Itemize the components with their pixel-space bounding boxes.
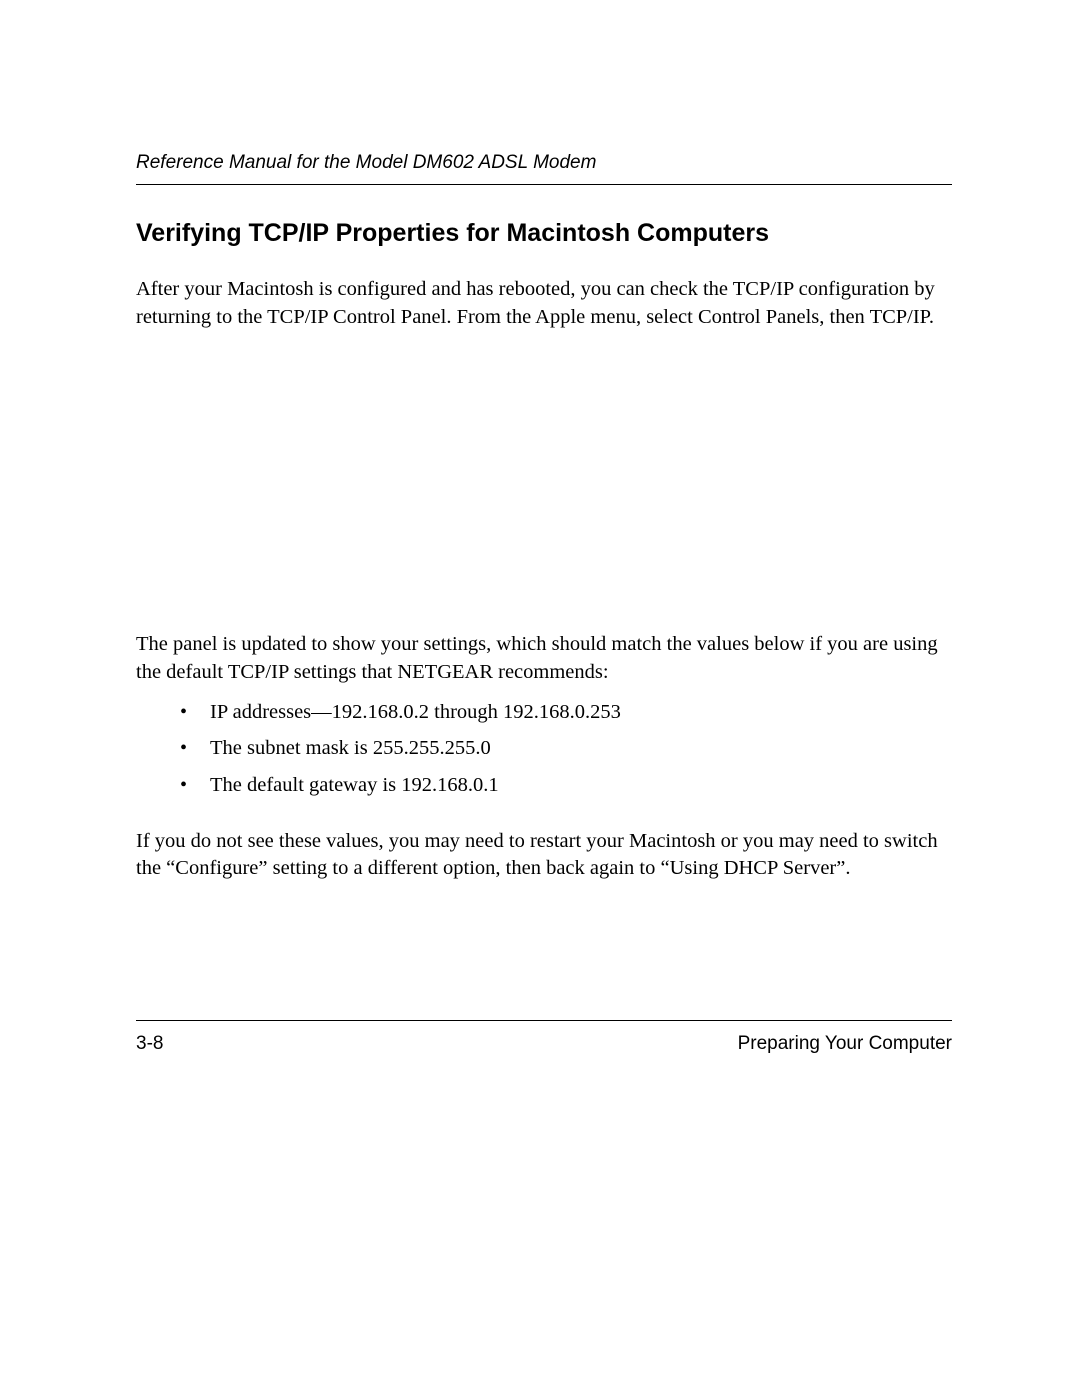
troubleshoot-paragraph: If you do not see these values, you may … <box>136 828 952 883</box>
settings-bullet-list: IP addresses—192.168.0.2 through 192.168… <box>136 699 952 800</box>
page-content-area: Reference Manual for the Model DM602 ADS… <box>136 152 952 1397</box>
list-item: The subnet mask is 255.255.255.0 <box>136 735 952 763</box>
page-footer: 3-8 Preparing Your Computer <box>136 1020 952 1055</box>
list-item: The default gateway is 192.168.0.1 <box>136 772 952 800</box>
settings-intro-paragraph: The panel is updated to show your settin… <box>136 631 952 686</box>
section-heading: Verifying TCP/IP Properties for Macintos… <box>136 219 952 248</box>
footer-section-label: Preparing Your Computer <box>738 1033 952 1055</box>
running-header: Reference Manual for the Model DM602 ADS… <box>136 152 952 185</box>
intro-paragraph: After your Macintosh is configured and h… <box>136 276 952 331</box>
page-number: 3-8 <box>136 1033 163 1055</box>
list-item: IP addresses—192.168.0.2 through 192.168… <box>136 699 952 727</box>
figure-placeholder-space <box>136 331 952 631</box>
